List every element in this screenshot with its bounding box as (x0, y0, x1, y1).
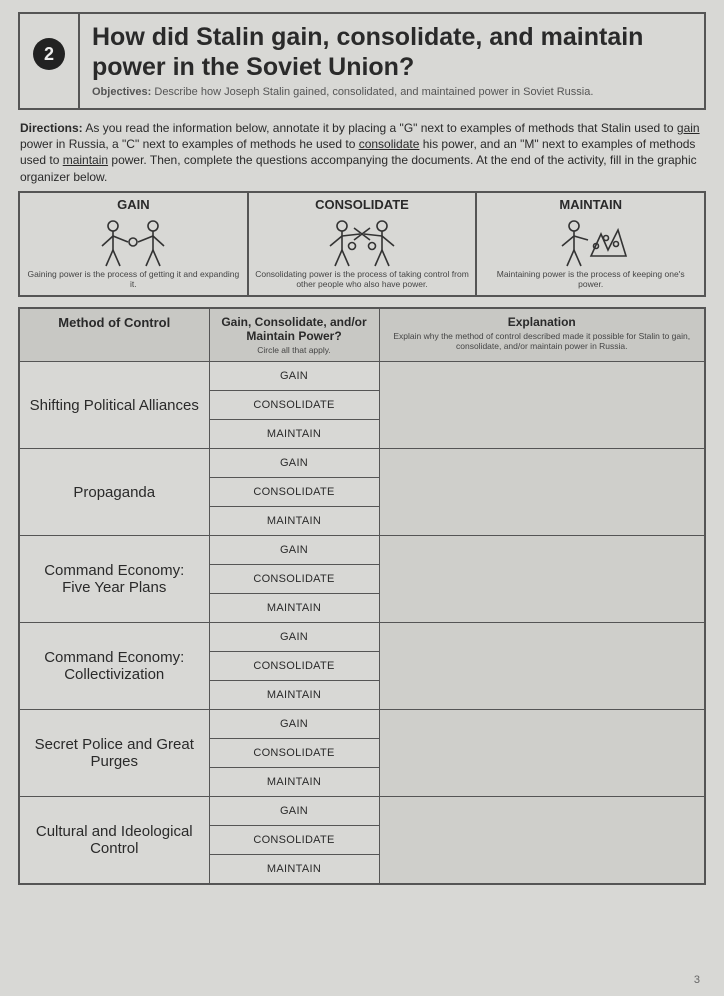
title-cell: How did Stalin gain, consolidate, and ma… (80, 14, 704, 108)
col-method-header: Method of Control (19, 308, 209, 362)
method-cell: Secret Police and Great Purges (19, 710, 209, 797)
explanation-cell[interactable] (379, 362, 705, 449)
objectives-text: Describe how Joseph Stalin gained, conso… (154, 86, 593, 98)
directions-label: Directions: (20, 121, 83, 135)
lesson-number: 2 (44, 44, 54, 65)
explanation-cell[interactable] (379, 710, 705, 797)
concept-maintain-title: MAINTAIN (483, 197, 698, 212)
gcm-option-cell[interactable]: CONSOLIDATE (209, 478, 379, 507)
gcm-option-cell[interactable]: MAINTAIN (209, 681, 379, 710)
concept-maintain-figure (483, 214, 698, 270)
concept-row: GAIN Gaining power is the process of get… (18, 191, 706, 298)
gcm-option-cell[interactable]: CONSOLIDATE (209, 391, 379, 420)
table-header-row: Method of Control Gain, Consolidate, and… (19, 308, 705, 362)
gcm-option-cell[interactable]: MAINTAIN (209, 855, 379, 885)
col-exp-header: Explanation Explain why the method of co… (379, 308, 705, 362)
objectives-label: Objectives: (92, 86, 151, 98)
concept-gain: GAIN Gaining power is the process of get… (20, 193, 249, 296)
gcm-option-cell[interactable]: MAINTAIN (209, 420, 379, 449)
table-row: Command Economy: Five Year PlansGAIN (19, 536, 705, 565)
page-title: How did Stalin gain, consolidate, and ma… (92, 22, 692, 82)
dir-u3: maintain (63, 153, 108, 167)
dir-p4: power. Then, complete the questions acco… (20, 153, 697, 183)
objectives-line: Objectives: Describe how Joseph Stalin g… (92, 86, 692, 98)
method-cell: Propaganda (19, 449, 209, 536)
table-row: Shifting Political AlliancesGAIN (19, 362, 705, 391)
method-cell: Cultural and Ideological Control (19, 797, 209, 885)
directions-text: Directions: As you read the information … (20, 120, 704, 185)
table-row: Command Economy: CollectivizationGAIN (19, 623, 705, 652)
table-row: PropagandaGAIN (19, 449, 705, 478)
concept-maintain-desc: Maintaining power is the process of keep… (483, 270, 698, 290)
gcm-option-cell[interactable]: GAIN (209, 362, 379, 391)
concept-gain-desc: Gaining power is the process of getting … (26, 270, 241, 290)
gcm-option-cell[interactable]: MAINTAIN (209, 594, 379, 623)
concept-gain-figure (26, 214, 241, 270)
method-cell: Command Economy: Five Year Plans (19, 536, 209, 623)
concept-consolidate-figure (255, 214, 470, 270)
dir-p1: As you read the information below, annot… (85, 121, 677, 135)
method-cell: Command Economy: Collectivization (19, 623, 209, 710)
concept-consolidate: CONSOLIDATE Consolidating power is the p… (249, 193, 478, 296)
col-gcm-label: Gain, Consolidate, and/or Maintain Power… (221, 315, 366, 343)
concept-consolidate-title: CONSOLIDATE (255, 197, 470, 212)
gcm-option-cell[interactable]: CONSOLIDATE (209, 565, 379, 594)
explanation-cell[interactable] (379, 536, 705, 623)
col-exp-label: Explanation (508, 315, 576, 329)
table-row: Cultural and Ideological ControlGAIN (19, 797, 705, 826)
explanation-cell[interactable] (379, 623, 705, 710)
table-row: Secret Police and Great PurgesGAIN (19, 710, 705, 739)
gcm-option-cell[interactable]: GAIN (209, 449, 379, 478)
gcm-option-cell[interactable]: MAINTAIN (209, 507, 379, 536)
concept-gain-title: GAIN (26, 197, 241, 212)
header-box: 2 How did Stalin gain, consolidate, and … (18, 12, 706, 110)
dir-u2: consolidate (359, 137, 420, 151)
gcm-option-cell[interactable]: CONSOLIDATE (209, 652, 379, 681)
gcm-option-cell[interactable]: CONSOLIDATE (209, 739, 379, 768)
dir-p2: power in Russia, a "C" next to examples … (20, 137, 359, 151)
gcm-option-cell[interactable]: GAIN (209, 623, 379, 652)
col-method-label: Method of Control (58, 315, 170, 330)
concept-consolidate-desc: Consolidating power is the process of ta… (255, 270, 470, 290)
page-number: 3 (694, 974, 700, 986)
col-gcm-sub: Circle all that apply. (218, 345, 371, 355)
explanation-cell[interactable] (379, 449, 705, 536)
col-exp-sub: Explain why the method of control descri… (388, 331, 697, 351)
gcm-option-cell[interactable]: MAINTAIN (209, 768, 379, 797)
explanation-cell[interactable] (379, 797, 705, 885)
gcm-option-cell[interactable]: CONSOLIDATE (209, 826, 379, 855)
methods-table: Method of Control Gain, Consolidate, and… (18, 307, 706, 885)
concept-maintain: MAINTAIN Maintaining power is the proces… (477, 193, 704, 296)
gcm-option-cell[interactable]: GAIN (209, 797, 379, 826)
lesson-number-cell: 2 (20, 14, 80, 108)
col-gcm-header: Gain, Consolidate, and/or Maintain Power… (209, 308, 379, 362)
method-cell: Shifting Political Alliances (19, 362, 209, 449)
lesson-number-badge: 2 (33, 38, 65, 70)
gcm-option-cell[interactable]: GAIN (209, 710, 379, 739)
dir-u1: gain (677, 121, 700, 135)
gcm-option-cell[interactable]: GAIN (209, 536, 379, 565)
